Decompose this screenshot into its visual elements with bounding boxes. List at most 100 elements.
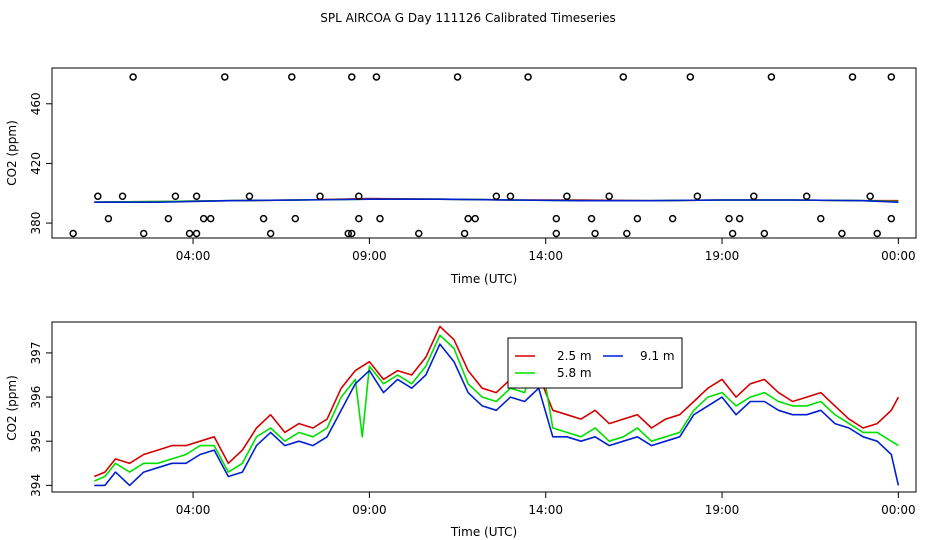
sample-point (464, 214, 472, 223)
legend: 2.5 m 5.8 m 9.1 m (507, 337, 683, 389)
series-line-9.1m (94, 343, 900, 487)
x-tick-label: 14:00 (528, 249, 563, 263)
sample-point (668, 214, 677, 223)
sample-point (199, 214, 208, 223)
sample-point (623, 229, 631, 238)
x-tick-label: 00:00 (881, 503, 916, 517)
sample-point (129, 73, 137, 81)
y-tick-label: 397 (29, 341, 43, 364)
y-axis-bottom: 394 395 396 397 (29, 341, 52, 497)
series-group-top (94, 197, 899, 203)
series-group-bottom (93, 325, 900, 487)
sample-point (355, 192, 363, 200)
sample-point (873, 229, 881, 238)
sample-point (693, 192, 702, 200)
x-tick-label: 19:00 (705, 249, 740, 263)
y-tick-label: 460 (29, 92, 43, 115)
sample-point (524, 73, 532, 81)
sample-point (372, 73, 381, 81)
sample-point (139, 229, 148, 238)
sample-point (316, 192, 324, 200)
sample-point (802, 192, 811, 200)
sample-point (164, 214, 173, 223)
points-group-top (69, 73, 896, 238)
figure-title: SPL AIRCOA G Day 111126 Calibrated Times… (320, 11, 615, 25)
sample-point (348, 229, 356, 238)
sample-point (171, 192, 180, 200)
legend-label-2.5m: 2.5 m (557, 349, 592, 363)
sample-point (587, 214, 596, 223)
sample-point (492, 192, 501, 200)
sample-point (817, 214, 825, 223)
sample-point (552, 229, 561, 238)
sample-point (376, 214, 384, 223)
sample-point (887, 73, 896, 81)
sample-point (192, 192, 201, 200)
legend-label-9.1m: 9.1 m (640, 349, 675, 363)
sample-point (453, 73, 462, 81)
x-axis-label-bottom: Time (UTC) (450, 525, 517, 539)
sample-point (563, 192, 571, 200)
sample-point (266, 229, 275, 238)
sample-point (591, 229, 599, 238)
sample-point (633, 214, 642, 223)
sample-point (118, 192, 127, 200)
sample-point (206, 214, 215, 223)
panel-top: 04:00 09:00 14:00 19:00 00:00 380 420 460 Time… (5, 67, 917, 286)
legend-box (507, 337, 683, 389)
sample-point (735, 214, 744, 223)
x-tick-label: 19:00 (705, 503, 740, 517)
series-line-2.5m (93, 325, 900, 478)
sample-point (619, 73, 628, 81)
y-tick-label: 396 (29, 386, 43, 409)
series-line-5.8m (93, 334, 899, 482)
x-tick-label: 04:00 (176, 249, 211, 263)
x-axis-top: 04:00 09:00 14:00 19:00 00:00 (176, 238, 916, 263)
legend-label-5.8m: 5.8 m (557, 366, 592, 380)
sample-point (848, 73, 857, 81)
sample-point (104, 214, 113, 223)
sample-point (259, 214, 268, 223)
sample-point (221, 73, 229, 81)
sample-point (552, 214, 561, 223)
sample-point (767, 73, 776, 81)
sample-point (471, 214, 479, 223)
y-axis-label-top: CO2 (ppm) (5, 120, 19, 186)
sample-point (185, 229, 194, 238)
y-tick-label: 420 (29, 152, 43, 175)
sample-point (838, 229, 846, 238)
sample-point (750, 192, 758, 200)
x-tick-label: 00:00 (881, 249, 916, 263)
sample-point (288, 73, 296, 81)
y-tick-label: 395 (29, 430, 43, 453)
y-tick-label: 380 (29, 212, 43, 235)
x-axis-bottom: 04:00 09:00 14:00 19:00 00:00 (176, 492, 916, 517)
sample-point (348, 73, 356, 81)
x-axis-label-top: Time (UTC) (450, 272, 517, 286)
sample-point (192, 229, 201, 238)
sample-point (506, 192, 515, 200)
plot-frame-bottom (51, 321, 917, 493)
sample-point (245, 192, 254, 200)
sample-point (728, 229, 737, 238)
x-tick-label: 09:00 (352, 249, 387, 263)
sample-point (415, 229, 423, 238)
sample-point (69, 229, 77, 238)
sample-point (866, 192, 874, 200)
sample-point (94, 192, 102, 200)
sample-point (460, 229, 469, 238)
x-tick-label: 04:00 (176, 503, 211, 517)
sample-point (887, 214, 896, 223)
x-tick-label: 14:00 (528, 503, 563, 517)
sample-point (760, 229, 769, 238)
y-tick-label: 394 (29, 474, 43, 497)
y-axis-top: 380 420 460 (29, 92, 52, 235)
panel-bottom: 04:00 09:00 14:00 19:00 00:00 394 395 396 397 T… (5, 321, 917, 539)
sample-point (291, 214, 300, 223)
sample-point (344, 229, 352, 238)
sample-point (725, 214, 733, 223)
plot-frame-top (51, 67, 917, 239)
series-line-9.1m (94, 198, 899, 203)
sample-point (605, 192, 613, 200)
